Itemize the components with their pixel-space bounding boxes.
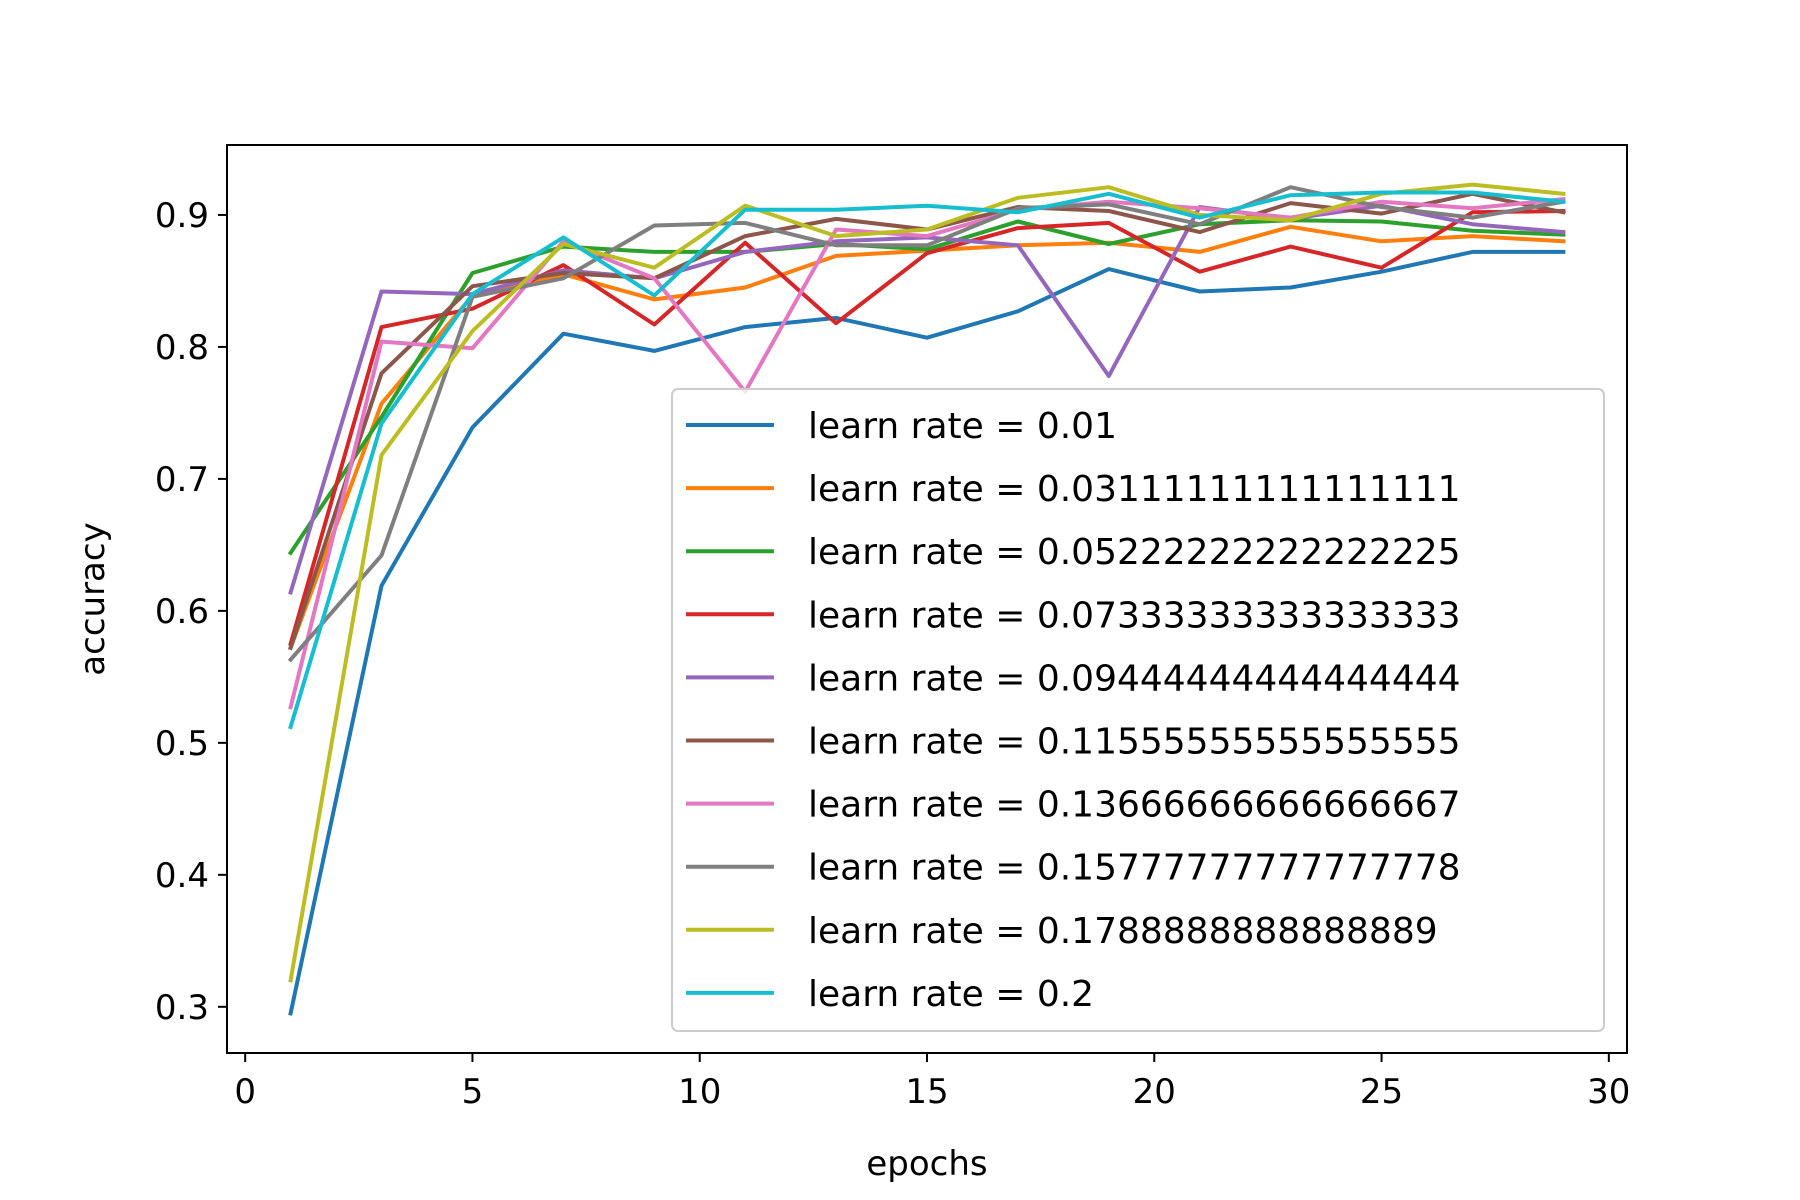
legend-box <box>671 388 1605 1032</box>
y-axis: 0.3 0.4 0.5 0.6 0.7 0.8 0.9 <box>155 196 227 1028</box>
y-tick-label: 0.8 <box>155 328 209 368</box>
legend-label-4: learn rate = 0.07333333333333333 <box>808 595 1461 636</box>
y-tick-label: 0.9 <box>155 196 209 236</box>
legend-label-8: learn rate = 0.15777777777777778 <box>808 848 1461 889</box>
y-axis-label: accuracy <box>73 522 113 675</box>
legend-label-7: learn rate = 0.13666666666666667 <box>808 785 1461 826</box>
y-tick-label: 0.6 <box>155 592 209 632</box>
series-line-9 <box>288 182 1566 983</box>
y-tick-label: 0.7 <box>155 460 209 500</box>
series-line-7 <box>288 196 1566 710</box>
series-line-8 <box>287 185 1566 663</box>
legend: learn rate = 0.01 learn rate = 0.03111111… <box>671 388 1605 1032</box>
legend-label-3: learn rate = 0.05222222222222225 <box>808 532 1461 573</box>
series-layer <box>287 182 1566 1016</box>
legend-label-5: learn rate = 0.09444444444444444 <box>808 658 1461 699</box>
x-axis: 0 5 10 15 20 25 30 <box>234 1053 1630 1112</box>
legend-label-1: learn rate = 0.01 <box>808 406 1117 447</box>
legend-label-10: learn rate = 0.2 <box>808 974 1094 1015</box>
x-tick-label: 25 <box>1360 1072 1403 1112</box>
series-line-3 <box>287 218 1566 556</box>
legend-label-2: learn rate = 0.03111111111111111 <box>808 469 1461 510</box>
x-tick-label: 20 <box>1133 1072 1176 1112</box>
y-tick-label: 0.4 <box>155 856 209 896</box>
series-line-4 <box>288 208 1566 647</box>
y-tick-label: 0.3 <box>155 988 209 1028</box>
x-axis-label: epochs <box>866 1144 987 1184</box>
x-tick-label: 10 <box>678 1072 721 1112</box>
legend-label-6: learn rate = 0.11555555555555555 <box>808 722 1461 763</box>
x-tick-label: 5 <box>462 1072 484 1112</box>
x-tick-label: 30 <box>1587 1072 1630 1112</box>
legend-label-9: learn rate = 0.1788888888888889 <box>808 911 1438 952</box>
x-tick-label: 15 <box>905 1072 948 1112</box>
series-line-1 <box>288 249 1566 1016</box>
y-tick-label: 0.5 <box>155 724 209 764</box>
series-line-10 <box>288 190 1566 730</box>
x-tick-label: 0 <box>234 1072 256 1112</box>
